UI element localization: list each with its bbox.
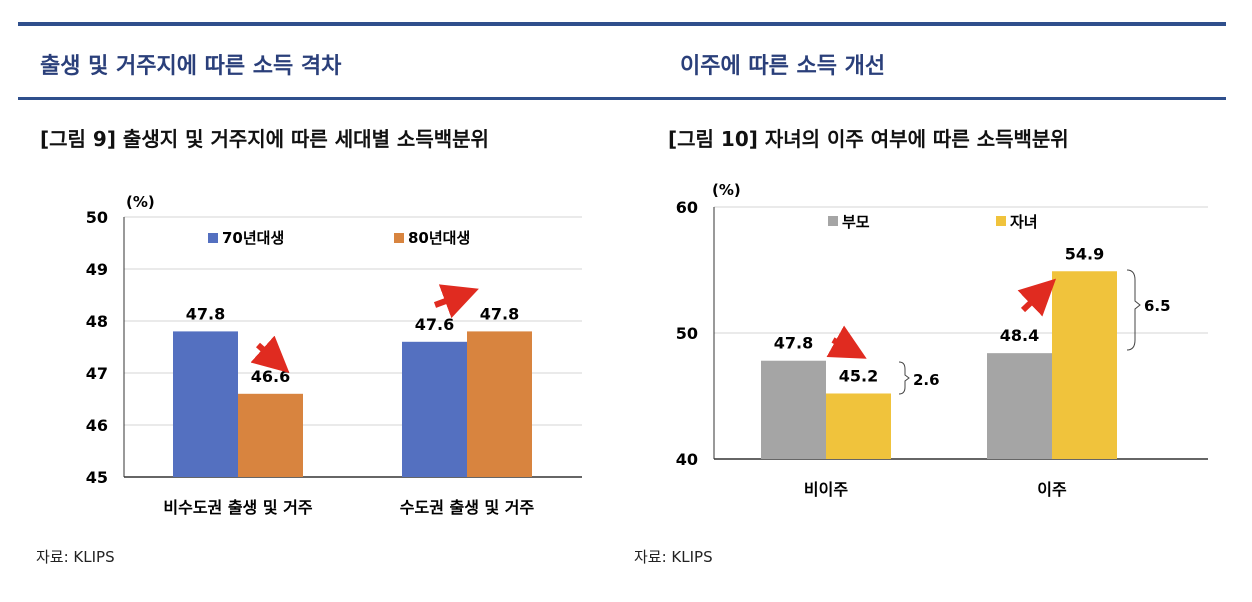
y-tick-label: 49 <box>86 260 108 279</box>
bar-series-b <box>1052 271 1117 459</box>
chart-migration-income: 40 50 60 비이주 이주 47.8 45.2 48.4 54.9 (%) 부모 자녀 2… <box>676 181 1208 499</box>
legend-swatch-70s <box>208 233 218 243</box>
legend-swatch-parent <box>828 216 838 226</box>
trend-arrow-down <box>826 325 867 359</box>
legend-label-80s: 80년대생 <box>408 229 470 247</box>
bar-series-a <box>987 353 1052 459</box>
legend-swatch-child <box>996 216 1006 226</box>
source-note-left: 자료: KLIPS <box>36 548 115 566</box>
legend-label-child: 자녀 <box>1010 213 1038 231</box>
section-title-right: 이주에 따른 소득 개선 <box>680 54 886 79</box>
x-category-label: 비수도권 출생 및 거주 <box>163 498 312 517</box>
legend-label-parent: 부모 <box>842 213 870 231</box>
source-note-right: 자료: KLIPS <box>634 548 713 566</box>
unit-label: (%) <box>712 181 741 199</box>
x-category-label: 비이주 <box>804 480 848 499</box>
gap-brace-non-migrant <box>898 361 910 395</box>
y-tick-label: 40 <box>676 450 698 469</box>
chart-birthplace-income: 45 46 47 48 49 50 비수도권 출생 및 거주 수도권 출생 및 거주 47.8… <box>86 193 582 517</box>
figure-caption-left: [그림 9] 출생지 및 거주지에 따른 세대별 소득백분위 <box>40 127 489 151</box>
data-label: 47.8 <box>774 334 813 353</box>
top-rule <box>18 22 1226 26</box>
data-label: 47.6 <box>415 315 454 334</box>
bar-series-a <box>761 360 826 459</box>
trend-arrow-up <box>1017 278 1057 317</box>
gap-label-non-migrant: 2.6 <box>913 371 940 389</box>
y-tick-label: 48 <box>86 312 108 331</box>
x-category-label: 수도권 출생 및 거주 <box>400 498 535 517</box>
y-tick-label: 50 <box>86 208 108 227</box>
legend-swatch-80s <box>394 233 404 243</box>
bar-series-a <box>173 331 238 477</box>
y-tick-label: 46 <box>86 416 108 435</box>
bar-series-b <box>467 331 532 477</box>
trend-arrow-down <box>250 335 290 373</box>
bar-series-b <box>826 393 891 459</box>
data-label: 47.8 <box>186 304 225 323</box>
data-label: 45.2 <box>839 366 878 385</box>
gap-brace-migrant <box>1126 269 1141 351</box>
data-label: 46.6 <box>251 367 290 386</box>
y-tick-label: 45 <box>86 468 108 487</box>
bar-series-b <box>238 393 303 477</box>
section-title-left: 출생 및 거주지에 따른 소득 격차 <box>40 54 342 79</box>
trend-arrow-up <box>433 284 479 319</box>
figure-caption-right: [그림 10] 자녀의 이주 여부에 따른 소득백분위 <box>668 127 1069 151</box>
gap-label-migrant: 6.5 <box>1144 297 1171 315</box>
data-label: 54.9 <box>1065 244 1104 263</box>
unit-label: (%) <box>126 193 155 211</box>
y-tick-label: 60 <box>676 198 698 217</box>
section-rule <box>18 97 1226 100</box>
y-tick-label: 47 <box>86 364 108 383</box>
x-category-label: 이주 <box>1037 480 1067 499</box>
data-label: 48.4 <box>1000 326 1039 345</box>
legend-label-70s: 70년대생 <box>222 229 284 247</box>
y-tick-label: 50 <box>676 324 698 343</box>
bar-series-a <box>402 341 467 477</box>
data-label: 47.8 <box>480 304 519 323</box>
